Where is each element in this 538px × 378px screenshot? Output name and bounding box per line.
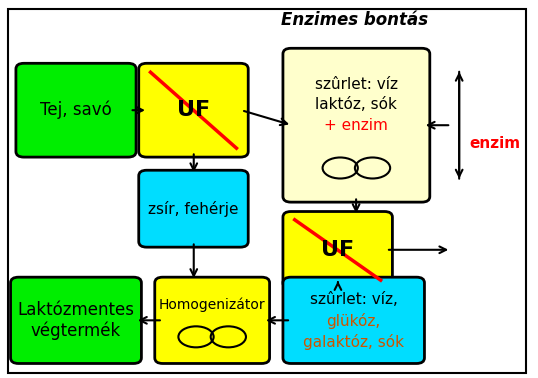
Text: galaktóz, sók: galaktóz, sók xyxy=(303,334,404,350)
Text: Homogenizátor: Homogenizátor xyxy=(159,298,265,312)
Text: laktóz, sók: laktóz, sók xyxy=(315,97,397,112)
FancyBboxPatch shape xyxy=(155,277,270,364)
Text: zsír, fehérje: zsír, fehérje xyxy=(148,201,239,217)
FancyBboxPatch shape xyxy=(139,63,248,157)
FancyBboxPatch shape xyxy=(16,63,136,157)
Text: Tej, savó: Tej, savó xyxy=(40,101,112,119)
Text: UF: UF xyxy=(177,100,210,120)
Text: enzim: enzim xyxy=(470,136,521,152)
FancyBboxPatch shape xyxy=(283,277,424,364)
FancyBboxPatch shape xyxy=(283,212,392,288)
FancyBboxPatch shape xyxy=(283,48,430,202)
Text: Enzimes bontás: Enzimes bontás xyxy=(281,11,429,29)
Text: szûrlet: víz,: szûrlet: víz, xyxy=(310,292,398,307)
FancyBboxPatch shape xyxy=(11,277,141,364)
Text: UF: UF xyxy=(321,240,354,260)
Text: szûrlet: víz: szûrlet: víz xyxy=(315,77,398,92)
Text: + enzim: + enzim xyxy=(324,118,388,133)
Text: Laktózmentes
végtermék: Laktózmentes végtermék xyxy=(18,301,134,340)
Text: glükóz,: glükóz, xyxy=(327,313,381,329)
FancyBboxPatch shape xyxy=(139,170,248,247)
